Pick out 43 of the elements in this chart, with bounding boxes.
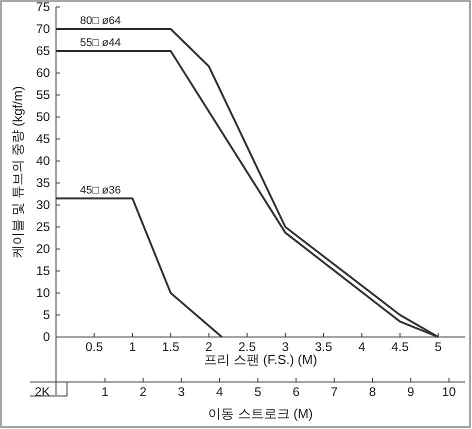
- x2-tick-label: 4: [216, 385, 224, 399]
- x-tick-label: 2.5: [238, 340, 256, 354]
- x2-tick-label: 2: [140, 385, 147, 399]
- x2-tick-label: 8: [369, 385, 376, 399]
- x-tick-label: 4: [358, 340, 366, 354]
- y-tick-label: 55: [36, 88, 50, 102]
- series-label: 80□ ø64: [80, 15, 121, 27]
- x-tick-label: 1.5: [162, 340, 180, 354]
- y-tick-label: 70: [36, 22, 50, 36]
- y-tick-label: 10: [36, 286, 50, 300]
- text: 2K: [34, 385, 51, 399]
- y-tick-label: 15: [36, 264, 50, 278]
- y-tick-label: 65: [36, 44, 50, 58]
- y-tick-label: 60: [36, 66, 50, 80]
- x2-tick-label: 3: [178, 385, 185, 399]
- x2-axis-title: 이동 스트로크 (M): [208, 406, 313, 421]
- x-tick-label: 0.5: [86, 340, 103, 354]
- y-tick-label: 45: [36, 132, 50, 146]
- x2-tick-label: 1: [101, 385, 108, 399]
- y-axis-title: 케이블 및 튜브의 중량 (kgf/m): [10, 86, 25, 258]
- y-tick-label: 40: [36, 154, 50, 168]
- x2-tick-label: 6: [292, 385, 300, 399]
- y-tick-label: 75: [36, 0, 50, 14]
- y-tick-label: 0: [43, 330, 50, 344]
- x-tick-label: 3.5: [314, 340, 332, 354]
- x-tick-label: 3: [282, 340, 289, 354]
- x-tick-label: 4.5: [391, 340, 409, 354]
- y-tick-label: 35: [36, 176, 50, 190]
- x2-tick-label: 10: [442, 385, 456, 399]
- x2-tick-label: 7: [330, 385, 338, 399]
- y-tick-label: 5: [43, 308, 50, 322]
- x2-tick-label: 5: [254, 385, 262, 399]
- x-axis-title: 프리 스팬 (F.S.) (M): [204, 352, 318, 367]
- y-tick-label: 50: [36, 110, 50, 124]
- x-tick-label: 5: [434, 340, 442, 354]
- series-label: 45□ ø36: [80, 184, 121, 196]
- x-tick-label: 2: [205, 340, 212, 354]
- series-label: 55□ ø44: [80, 37, 121, 49]
- y-tick-label: 25: [36, 220, 50, 234]
- x-tick-label: 1: [128, 340, 136, 354]
- y-tick-label: 20: [36, 242, 50, 256]
- y-tick-label: 30: [36, 198, 50, 212]
- x2-tick-label: 9: [407, 385, 414, 399]
